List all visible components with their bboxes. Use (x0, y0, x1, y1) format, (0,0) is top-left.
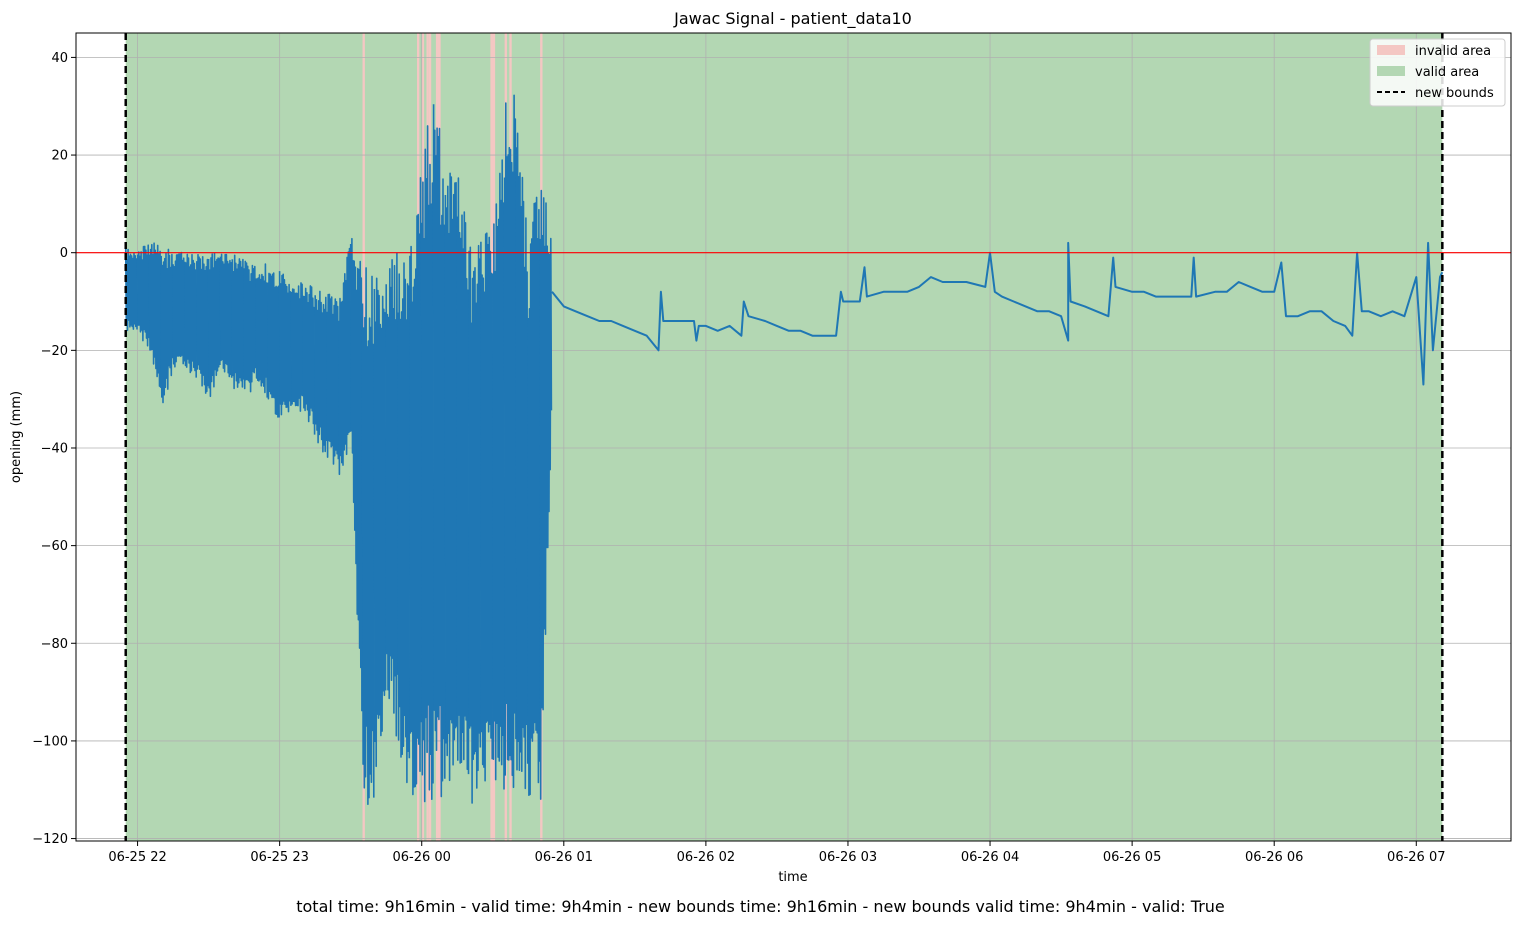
signal-noisy-segment (349, 237, 363, 712)
y-tick-label: −40 (41, 441, 68, 456)
legend-valid-label: valid area (1415, 65, 1479, 80)
x-tick-label: 06-26 04 (961, 850, 1019, 865)
signal-noisy-segment (468, 244, 482, 804)
signal-noisy-segment (480, 232, 493, 782)
signal-noisy-segment (338, 247, 351, 476)
signal-noisy-segment (184, 253, 197, 378)
x-tick-label: 06-26 07 (1387, 850, 1445, 865)
signal-noisy-segment (456, 177, 470, 775)
x-tick-label: 06-26 05 (1103, 850, 1161, 865)
signal-noisy-segment (302, 285, 316, 435)
signal-line (551, 241, 1444, 386)
signal-noisy-segment (172, 251, 186, 368)
x-tick-label: 06-26 02 (677, 850, 735, 865)
x-tick-label: 06-26 03 (819, 850, 877, 865)
legend-invalid-label: invalid area (1415, 44, 1491, 59)
y-tick-label: 0 (60, 246, 68, 261)
y-tick-label: 40 (51, 51, 68, 66)
y-axis-label: opening (mm) (9, 391, 24, 483)
signal-noisy-segment (373, 277, 387, 768)
signal-noisy-segment (219, 253, 233, 378)
legend-bounds-label: new bounds (1415, 86, 1494, 101)
y-tick-label: −100 (32, 734, 68, 749)
y-tick-label: −60 (41, 539, 68, 554)
signal-noisy-segment (290, 282, 304, 412)
signal-noisy-segment (267, 272, 280, 418)
x-tick-label: 06-26 01 (535, 850, 593, 865)
y-tick-label: −20 (41, 344, 68, 359)
legend: invalid area valid area new bounds (1369, 38, 1506, 107)
legend-box (1369, 38, 1506, 107)
signal-noisy-segment (444, 172, 458, 782)
x-tick-label: 06-25 22 (108, 850, 166, 865)
x-axis-ticks: 06-25 22 06-25 23 06-26 00 06-26 01 06-26 02… (108, 841, 1446, 865)
signal-noisy-segment (492, 159, 505, 790)
signal-noisy-segment (420, 125, 434, 803)
x-axis-label: time (778, 870, 807, 885)
signal-noisy-segment (314, 290, 328, 453)
signal-noisy-segment (124, 247, 138, 332)
new-bounds-lines (124, 33, 1444, 841)
signal-noisy-segment (326, 293, 340, 465)
legend-valid-swatch (1377, 66, 1405, 76)
chart-title: Jawac Signal - patient_data10 (673, 9, 912, 29)
signal-noisy-segment (409, 177, 422, 796)
jawac-signal-chart: 06-25 22 06-25 23 06-26 00 06-26 01 06-26 02… (9, 9, 1512, 885)
signal-noisy-segment (160, 248, 174, 404)
y-tick-label: −80 (41, 637, 68, 652)
x-tick-label: 06-26 06 (1245, 850, 1303, 865)
signal-noisy-segment (231, 254, 245, 390)
signal-noisy-segment (278, 271, 292, 416)
signal-noisy-segment (136, 244, 150, 347)
y-tick-label: −120 (32, 832, 68, 847)
y-axis-ticks: 40 20 0 −20 −40 −60 −80 −100 −120 (32, 51, 76, 847)
signal-noisy-segment (361, 267, 375, 805)
signal-noisy-segment (196, 253, 209, 394)
signal-noisy-segment (539, 189, 553, 800)
y-tick-label: 20 (51, 149, 68, 164)
grid-lines (76, 33, 1511, 841)
signal-series (124, 94, 1444, 805)
x-tick-label: 06-25 23 (250, 850, 308, 865)
signal-noisy-segment (243, 260, 257, 393)
legend-invalid-swatch (1377, 45, 1405, 55)
signal-noisy-segment (515, 132, 529, 790)
signal-noisy-segment (432, 104, 446, 798)
x-tick-label: 06-26 00 (392, 850, 450, 865)
signal-noisy-segment (527, 196, 541, 796)
signal-noisy-segment (503, 94, 517, 789)
signal-noisy-segment (255, 263, 268, 398)
signal-noisy-segment (207, 252, 221, 398)
plot-frame (75, 32, 1512, 842)
summary-text: total time: 9h16min - valid time: 9h4min… (296, 897, 1225, 916)
signal-noisy-segment (385, 252, 399, 737)
signal-noisy-segment (397, 262, 411, 784)
signal-noisy-segment (148, 242, 162, 388)
